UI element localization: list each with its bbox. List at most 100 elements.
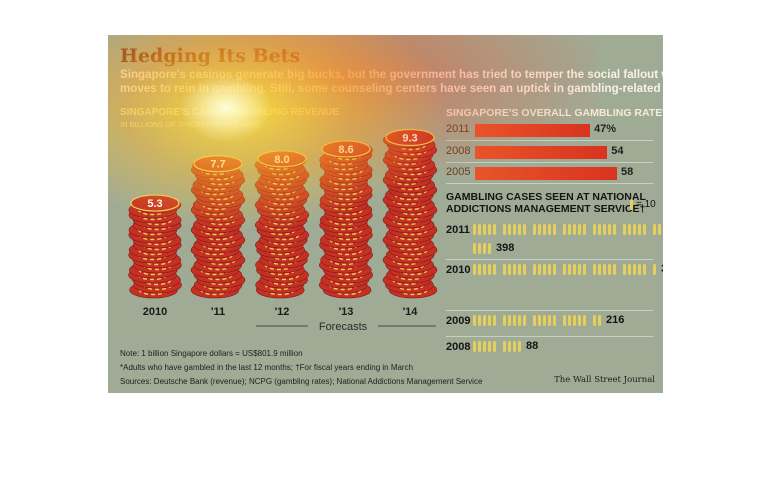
person-icon	[493, 315, 496, 326]
x-axis-label: '11	[211, 306, 225, 318]
person-icon	[518, 341, 521, 352]
person-icon	[613, 224, 616, 235]
person-icon	[503, 315, 506, 326]
person-icon	[548, 224, 551, 235]
person-icon	[548, 315, 551, 326]
person-icon	[493, 224, 496, 235]
chip-value-label: 9.3	[402, 132, 417, 144]
person-icon	[630, 199, 633, 210]
chip-stack-2010	[128, 194, 182, 299]
person-icon	[518, 224, 521, 235]
person-icon	[473, 264, 476, 275]
person-icon	[603, 224, 606, 235]
person-icon	[543, 315, 546, 326]
person-icon	[598, 264, 601, 275]
person-icon	[613, 264, 616, 275]
person-icon	[593, 264, 596, 275]
x-axis-label: 2010	[143, 306, 167, 318]
person-icon	[513, 315, 516, 326]
person-icon	[478, 315, 481, 326]
person-icon	[483, 341, 486, 352]
person-icon	[598, 315, 601, 326]
rate-divider	[446, 140, 653, 141]
rate-value-label: 47%	[594, 123, 617, 135]
person-icon	[523, 315, 526, 326]
x-axis-label: '13	[339, 306, 354, 318]
person-icon	[553, 224, 556, 235]
person-icon	[488, 243, 491, 254]
person-icon	[483, 243, 486, 254]
cases-divider	[446, 259, 653, 260]
person-icon	[583, 264, 586, 275]
person-icon	[628, 264, 631, 275]
infographic-panel: Hedging Its Bets Singapore's casinos gen…	[108, 35, 663, 393]
person-icon	[573, 264, 576, 275]
person-icon	[593, 224, 596, 235]
person-icon	[578, 224, 581, 235]
rate-value-label: 58	[621, 166, 634, 178]
person-icon	[473, 224, 476, 235]
x-axis-label: '12	[275, 306, 290, 318]
rate-year-label: 2005	[446, 166, 471, 178]
person-icon	[543, 224, 546, 235]
person-icon	[608, 264, 611, 275]
forecast-label: Forecasts	[319, 321, 368, 333]
person-icon	[633, 224, 636, 235]
note-sources: Sources: Deutsche Bank (revenue); NCPG (…	[120, 377, 483, 386]
cases-value-label: 88	[526, 340, 539, 352]
cases-figure-row: 398	[473, 243, 514, 254]
person-icon	[523, 264, 526, 275]
chip-stack-'14	[382, 128, 438, 299]
person-icon	[538, 264, 541, 275]
person-icon	[518, 315, 521, 326]
person-icon	[483, 224, 486, 235]
revenue-chip-chart: 5.3 2010 7.7 '11 8.0 '12 8.6 '13 9.3 '14 Forecasts	[128, 128, 438, 333]
person-icon	[513, 341, 516, 352]
cases-chart-title: GAMBLING CASES SEEN AT NATIONAL ADDICTIO…	[446, 191, 646, 215]
person-icon	[523, 224, 526, 235]
person-icon	[603, 264, 606, 275]
person-icon	[538, 315, 541, 326]
person-icon	[508, 341, 511, 352]
cases-legend: = 10	[636, 199, 656, 210]
person-icon	[578, 315, 581, 326]
person-icon	[473, 315, 476, 326]
chip-value-label: 5.3	[147, 198, 162, 210]
rate-year-label: 2011	[446, 123, 470, 135]
rate-bar	[475, 146, 608, 159]
person-icon	[473, 341, 476, 352]
person-icon	[623, 264, 626, 275]
cases-divider	[446, 336, 653, 337]
rate-chart-title: SINGAPORE'S OVERALL GAMBLING RATE*	[446, 107, 663, 119]
person-icon	[473, 243, 476, 254]
person-icon	[513, 224, 516, 235]
chip-stack-'11	[190, 155, 246, 299]
person-icon	[593, 315, 596, 326]
person-icon	[493, 341, 496, 352]
person-icon	[653, 224, 656, 235]
cases-title-line-1: GAMBLING CASES SEEN AT NATIONAL	[446, 191, 646, 203]
person-icon	[478, 243, 481, 254]
person-icon	[638, 224, 641, 235]
person-icon	[658, 224, 661, 235]
person-icon	[503, 224, 506, 235]
person-icon	[633, 264, 636, 275]
person-icon	[493, 264, 496, 275]
chip-stack-'13	[318, 140, 374, 299]
chip-value-label: 8.6	[338, 144, 353, 156]
x-axis-label: '14	[403, 306, 419, 318]
person-icon	[533, 264, 536, 275]
person-icon	[553, 315, 556, 326]
person-icon	[483, 315, 486, 326]
person-icon	[488, 341, 491, 352]
person-icon	[488, 315, 491, 326]
rate-bar	[475, 167, 617, 180]
person-icon	[628, 224, 631, 235]
cases-year-label: 2010	[446, 264, 471, 276]
cases-value-label: 216	[606, 314, 625, 326]
person-icon	[503, 341, 506, 352]
person-icon	[488, 264, 491, 275]
person-icon	[508, 315, 511, 326]
person-icon	[478, 341, 481, 352]
person-icon	[598, 224, 601, 235]
